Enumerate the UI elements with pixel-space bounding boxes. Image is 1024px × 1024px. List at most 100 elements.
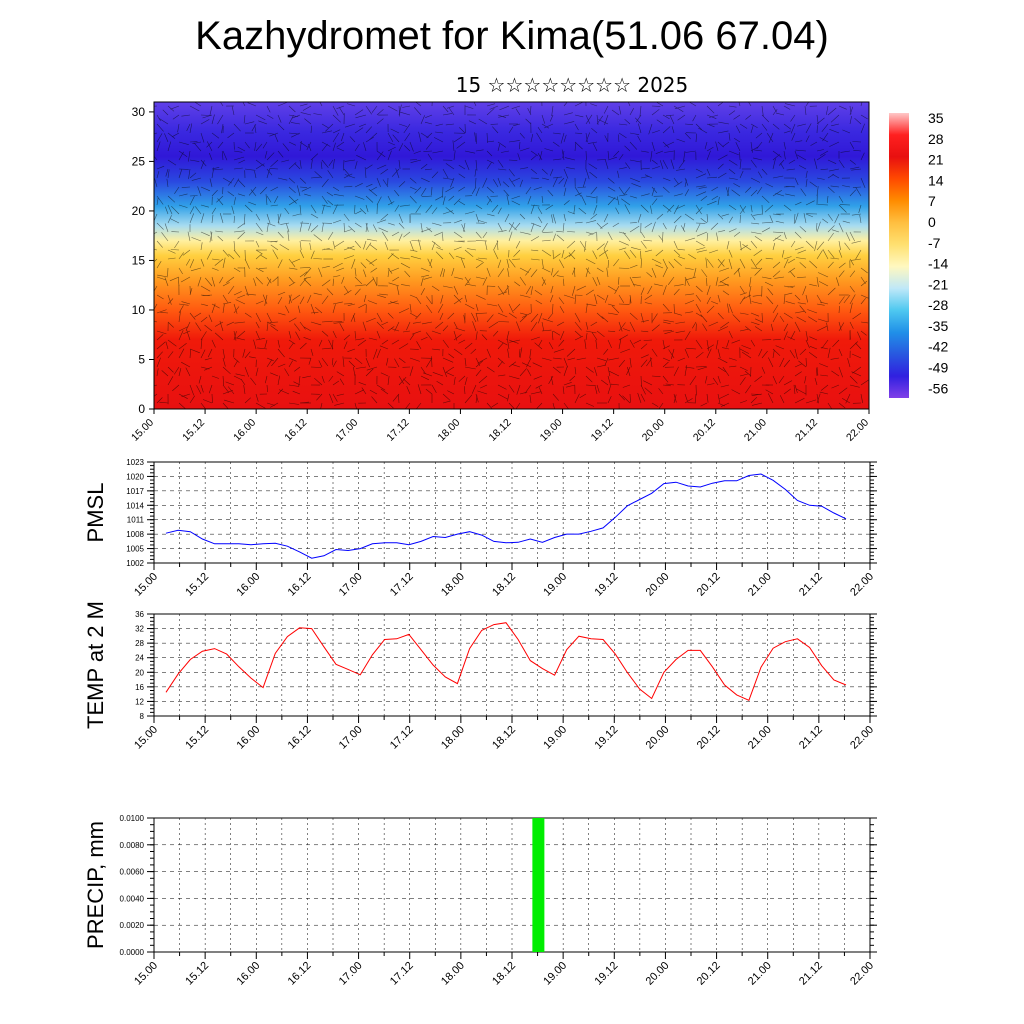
wind-barb <box>860 177 866 189</box>
wind-barb <box>827 107 837 116</box>
wind-barb <box>255 249 263 255</box>
wind-barb <box>442 177 454 180</box>
wind-barb <box>442 400 451 404</box>
wind-barb <box>796 388 807 395</box>
x-tick-label: 19.00 <box>538 417 565 444</box>
wind-barb <box>618 321 623 332</box>
wind-barb <box>209 105 213 116</box>
wind-barb <box>178 368 182 377</box>
wind-barb <box>754 375 763 382</box>
wind-barb <box>838 387 848 395</box>
wind-barb <box>710 222 719 230</box>
wind-barb <box>530 168 538 175</box>
wind-barb <box>293 381 301 386</box>
wind-barb <box>539 150 543 161</box>
wind-barb <box>596 243 605 251</box>
wind-barb <box>728 330 733 339</box>
wind-barb <box>406 386 411 395</box>
wind-barb <box>156 133 163 143</box>
wind-barb <box>805 102 810 107</box>
wind-barb <box>453 334 462 341</box>
wind-barb <box>589 171 598 179</box>
wind-barb <box>222 357 226 367</box>
wind-barb <box>481 334 488 341</box>
wind-barb <box>541 267 551 273</box>
wind-barb <box>566 384 576 388</box>
wind-barb <box>277 150 284 158</box>
wind-barb <box>860 330 867 336</box>
wind-barb <box>425 388 433 395</box>
wind-barb <box>339 107 345 116</box>
series-line <box>165 473 847 559</box>
wind-barb <box>242 348 246 358</box>
wind-barb <box>321 347 332 350</box>
wind-barb <box>156 114 161 122</box>
wind-barb <box>497 303 504 313</box>
wind-barb <box>537 127 543 134</box>
wind-barb <box>370 267 378 273</box>
wind-barb <box>497 374 506 377</box>
x-tick-label: 16.12 <box>286 571 314 599</box>
wind-barb <box>245 293 257 296</box>
wind-barb <box>515 402 521 409</box>
wind-barb <box>816 177 825 180</box>
wind-barb <box>233 331 237 341</box>
wind-barb <box>320 402 323 409</box>
wind-barb <box>606 267 609 278</box>
wind-barb <box>284 207 290 215</box>
wind-barb <box>354 210 362 215</box>
wind-barb <box>468 120 477 125</box>
wind-barb <box>244 204 253 213</box>
wind-barb <box>624 145 631 152</box>
wind-barb <box>834 213 840 224</box>
wind-barb <box>461 224 466 233</box>
wind-barb <box>308 143 312 152</box>
wind-barb <box>585 114 593 125</box>
wind-barb <box>464 386 466 395</box>
wind-barb <box>537 153 543 161</box>
wind-barb <box>728 177 738 180</box>
wind-barb <box>629 339 635 348</box>
wind-barb <box>644 387 653 395</box>
wind-barb <box>154 393 158 397</box>
wind-barb <box>448 107 455 116</box>
wind-barb <box>265 194 268 206</box>
wind-barb <box>387 105 398 112</box>
wind-barb <box>266 321 269 332</box>
wind-barb <box>507 338 510 350</box>
wind-barb <box>783 150 786 160</box>
wind-barb <box>591 127 598 134</box>
wind-barb <box>154 132 158 135</box>
wind-barb <box>387 150 392 161</box>
wind-barb <box>673 225 677 233</box>
wind-barb <box>838 240 841 251</box>
wind-barb <box>547 189 554 197</box>
wind-barb <box>796 316 807 323</box>
wind-barb <box>562 222 565 232</box>
wind-barb <box>541 258 544 269</box>
wind-barb <box>486 366 495 373</box>
wind-barb <box>453 150 456 161</box>
wind-barb <box>189 206 195 215</box>
wind-barb <box>717 172 727 179</box>
wind-barb <box>860 267 868 274</box>
x-tick-label: 17.00 <box>333 417 360 444</box>
wind-barb <box>838 348 843 357</box>
wind-barb <box>728 132 731 141</box>
y-axis-title: PRECIP, mm <box>83 821 108 949</box>
y-tick-label: 28 <box>135 639 144 648</box>
wind-barb <box>706 168 711 176</box>
wind-barb <box>189 288 193 296</box>
wind-barb <box>651 159 658 165</box>
wind-barb <box>336 393 345 396</box>
wind-barb <box>332 186 340 192</box>
wind-barb <box>310 225 319 233</box>
wind-barb <box>277 102 289 107</box>
wind-barb <box>750 267 761 269</box>
wind-barb <box>431 356 433 368</box>
wind-barb <box>684 311 693 314</box>
wind-barb <box>603 240 609 250</box>
wind-barb <box>662 126 671 134</box>
wind-barb <box>266 402 276 406</box>
wind-barb <box>686 276 697 281</box>
